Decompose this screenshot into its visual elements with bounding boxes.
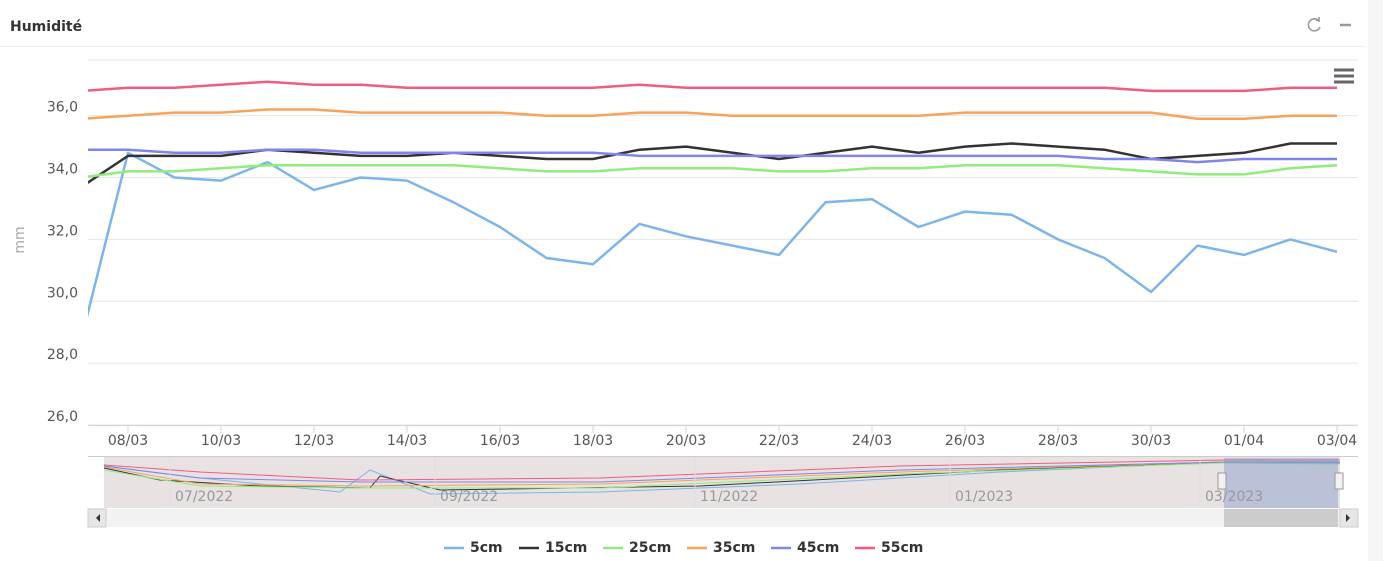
series-line (88, 148, 1337, 164)
x-tick-label: 18/03 (573, 433, 613, 449)
x-tick-label: 24/03 (852, 433, 892, 449)
refresh-icon[interactable] (1307, 17, 1321, 32)
x-tick-label: 16/03 (480, 433, 520, 449)
series-line (88, 80, 1337, 93)
navigator-label: 01/2023 (955, 489, 1013, 505)
x-tick-label: 26/03 (945, 433, 985, 449)
legend-label: 35cm (713, 540, 755, 556)
x-tick-label: 01/04 (1224, 433, 1264, 449)
navigator-handle-left[interactable] (1217, 472, 1227, 490)
series-line (88, 142, 1337, 184)
x-tick-label: 30/03 (1131, 433, 1171, 449)
navigator-label: 11/2022 (700, 489, 758, 505)
legend-item[interactable]: 45cm (771, 540, 839, 556)
legend-item[interactable]: 15cm (519, 540, 587, 556)
legend-label: 5cm (470, 540, 503, 556)
legend-label: 15cm (545, 540, 587, 556)
x-tick-label: 10/03 (201, 433, 241, 449)
legend-label: 25cm (629, 540, 671, 556)
page-scrollbar (1368, 0, 1383, 561)
y-tick-label: 28,0 (47, 347, 78, 363)
x-tick-label: 22/03 (759, 433, 799, 449)
series-line (88, 151, 1338, 318)
navigator-lines (103, 459, 1341, 495)
panel-title: Humidité (10, 19, 82, 35)
series-line (88, 108, 1337, 121)
scrollbar-thumb[interactable] (1224, 509, 1338, 527)
x-tick-label: 08/03 (108, 433, 148, 449)
y-tick-label: 34,0 (47, 162, 78, 178)
scrollbar-track (88, 509, 1358, 527)
y-tick-label: 26,0 (47, 409, 78, 425)
x-tick-label: 28/03 (1038, 433, 1078, 449)
navigator-label: 07/2022 (175, 489, 233, 505)
x-tick-label: 14/03 (387, 433, 427, 449)
y-tick-label: 32,0 (47, 223, 78, 239)
scroll-right-arrow (1346, 514, 1350, 522)
legend-label: 45cm (797, 540, 839, 556)
menu-icon[interactable] (1334, 68, 1354, 84)
legend-label: 55cm (881, 540, 923, 556)
scroll-left-arrow (96, 514, 100, 522)
legend-item[interactable]: 25cm (603, 540, 671, 556)
legend-item[interactable]: 5cm (444, 540, 503, 556)
y-axis-title: mm (12, 226, 28, 253)
y-tick-label: 30,0 (47, 285, 78, 301)
navigator-selection[interactable] (1224, 458, 1338, 508)
navigator-label: 09/2022 (440, 489, 498, 505)
x-tick-label: 20/03 (666, 433, 706, 449)
series-line (88, 163, 1338, 178)
y-tick-label: 36,0 (47, 100, 78, 116)
legend-item[interactable]: 35cm (687, 540, 755, 556)
legend-item[interactable]: 55cm (855, 540, 923, 556)
x-tick-label: 12/03 (294, 433, 334, 449)
navigator-label: 03/2023 (1205, 489, 1263, 505)
navigator-handle-right[interactable] (1334, 472, 1344, 490)
x-tick-label: 03/04 (1317, 433, 1357, 449)
